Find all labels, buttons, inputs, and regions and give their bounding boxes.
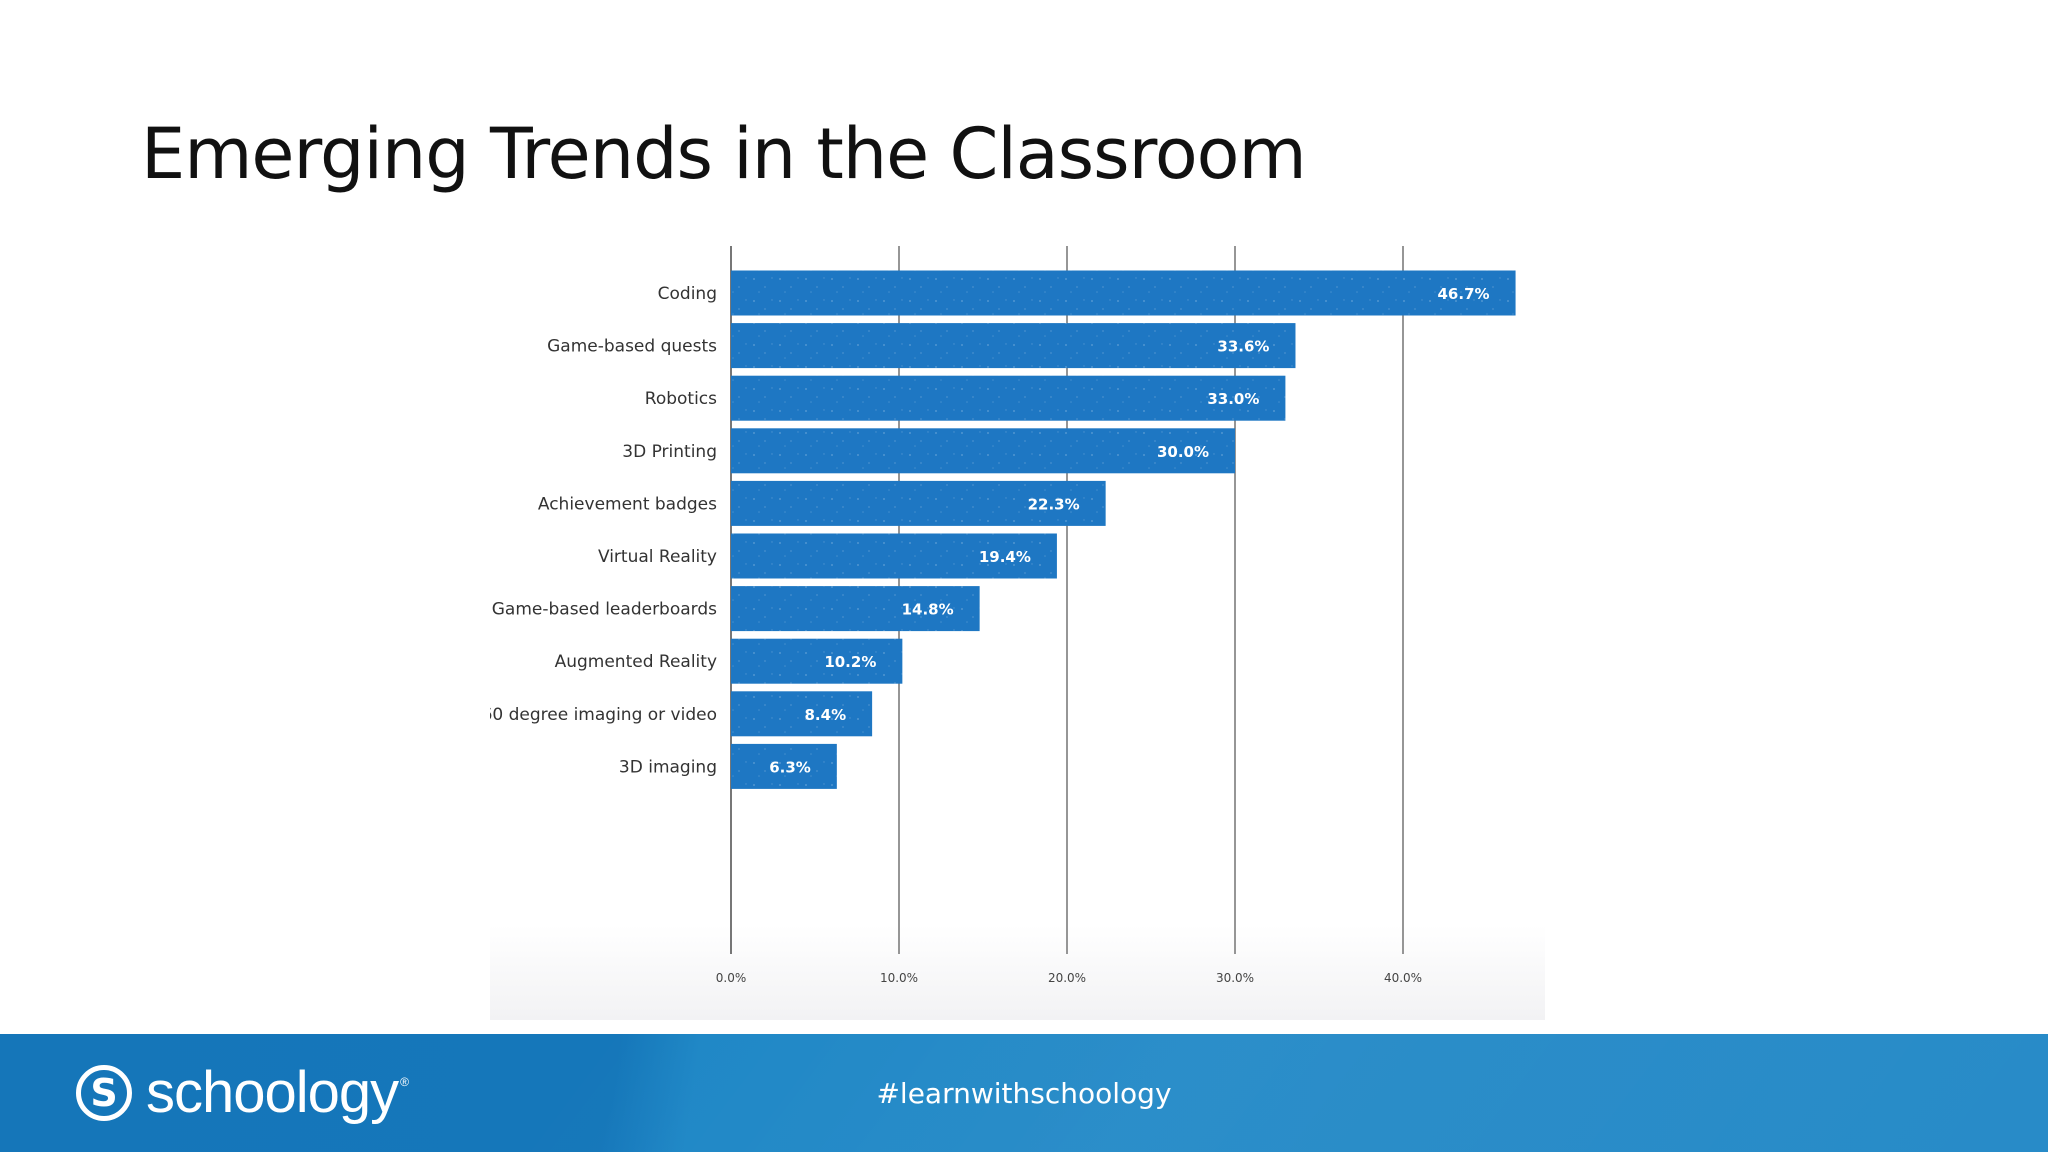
data-label: 10.2% <box>824 653 876 671</box>
logo-wordmark: schoology <box>146 1060 399 1125</box>
x-tick-label: 0.0% <box>716 971 747 985</box>
bar-texture <box>731 638 903 684</box>
bar-texture <box>731 375 1286 421</box>
category-label: 360 degree imaging or video <box>490 705 717 725</box>
data-label: 30.0% <box>1157 443 1209 461</box>
category-label: Game-based quests <box>547 337 717 357</box>
category-label: Virtual Reality <box>598 547 717 567</box>
category-label: Robotics <box>645 389 717 409</box>
x-tick-label: 40.0% <box>1384 971 1422 985</box>
data-label: 46.7% <box>1438 285 1490 303</box>
bar-texture <box>731 323 1296 369</box>
category-label: Augmented Reality <box>555 652 717 672</box>
category-label: 3D Printing <box>622 442 717 462</box>
x-tick-label: 30.0% <box>1216 971 1254 985</box>
category-label: Game-based leaderboards <box>492 600 717 620</box>
bar-texture <box>731 270 1516 316</box>
slide-title: Emerging Trends in the Classroom <box>141 113 1307 195</box>
chart-svg: 0.0% 10.0% 20.0% 30.0% 40.0% Coding 46.7% Game-… <box>490 246 1516 985</box>
data-label: 14.8% <box>902 601 954 619</box>
bar-texture <box>731 533 1057 579</box>
footer-bar: S schoology ® #learnwithschoology <box>0 1034 2048 1152</box>
x-tick-label: 20.0% <box>1048 971 1086 985</box>
x-tick-label: 10.0% <box>880 971 918 985</box>
data-label: 33.6% <box>1217 338 1269 356</box>
category-label: Coding <box>658 284 717 304</box>
data-label: 22.3% <box>1028 495 1080 513</box>
schoology-logo-icon: S <box>76 1065 132 1121</box>
data-label: 19.4% <box>979 548 1031 566</box>
bar-texture <box>731 480 1106 526</box>
bar-texture <box>731 428 1235 474</box>
bar-chart: 0.0% 10.0% 20.0% 30.0% 40.0% Coding 46.7% Game-… <box>490 230 1545 1020</box>
bar-texture <box>731 743 837 789</box>
data-label: 33.0% <box>1207 390 1259 408</box>
registered-mark: ® <box>400 1075 410 1089</box>
category-label: Achievement badges <box>538 494 717 514</box>
footer-hashtag: #learnwithschoology <box>876 1077 1172 1110</box>
schoology-logo: S schoology ® <box>76 1061 409 1125</box>
data-label: 8.4% <box>805 706 847 724</box>
category-label: 3D imaging <box>619 757 717 777</box>
bar-texture <box>731 691 873 737</box>
bar-texture <box>731 586 980 632</box>
data-label: 6.3% <box>769 758 811 776</box>
